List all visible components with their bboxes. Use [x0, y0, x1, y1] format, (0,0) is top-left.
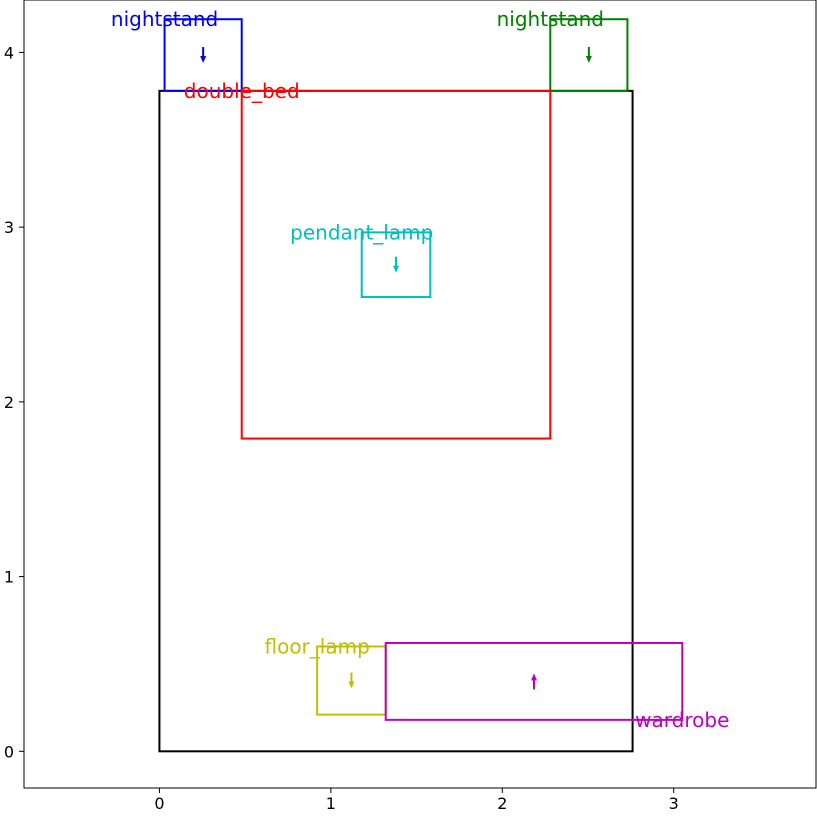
y-tick-label: 4 [4, 43, 14, 62]
nightstand-label: nightstand [111, 7, 218, 31]
object-boxes: nightstand nightstand double_bed pendant_la… [111, 7, 729, 753]
axes-ticks: 0 1 2 3 0 1 2 3 4 [4, 43, 679, 813]
orientation-arrow-icon [348, 672, 355, 689]
floor-lamp-label: floor_lamp [264, 634, 369, 658]
orientation-arrow-icon [585, 47, 592, 64]
pendant-lamp-label: pendant_lamp [290, 220, 433, 244]
x-tick-label: 0 [154, 794, 164, 813]
wardrobe-label: wardrobe [635, 708, 729, 732]
nightstand-box [163, 18, 243, 92]
wardrobe-box [384, 641, 684, 721]
pendant-lamp-box [360, 231, 432, 299]
nightstand-box [549, 18, 629, 92]
y-tick-label: 1 [4, 568, 14, 587]
double-bed-label: double_bed [184, 79, 300, 103]
orientation-arrow-icon [531, 673, 537, 690]
plot-area [23, 0, 817, 789]
x-tick-label: 1 [326, 794, 336, 813]
y-tick-label: 2 [4, 393, 14, 412]
orientation-arrow-icon [393, 256, 399, 273]
y-tick-label: 0 [4, 742, 14, 761]
x-tick-label: 2 [497, 794, 507, 813]
y-tick-label: 3 [4, 218, 14, 237]
double-bed-box [240, 89, 552, 440]
nightstand-label: nightstand [497, 7, 604, 31]
x-tick-label: 3 [669, 794, 679, 813]
orientation-arrow-icon [200, 47, 207, 64]
